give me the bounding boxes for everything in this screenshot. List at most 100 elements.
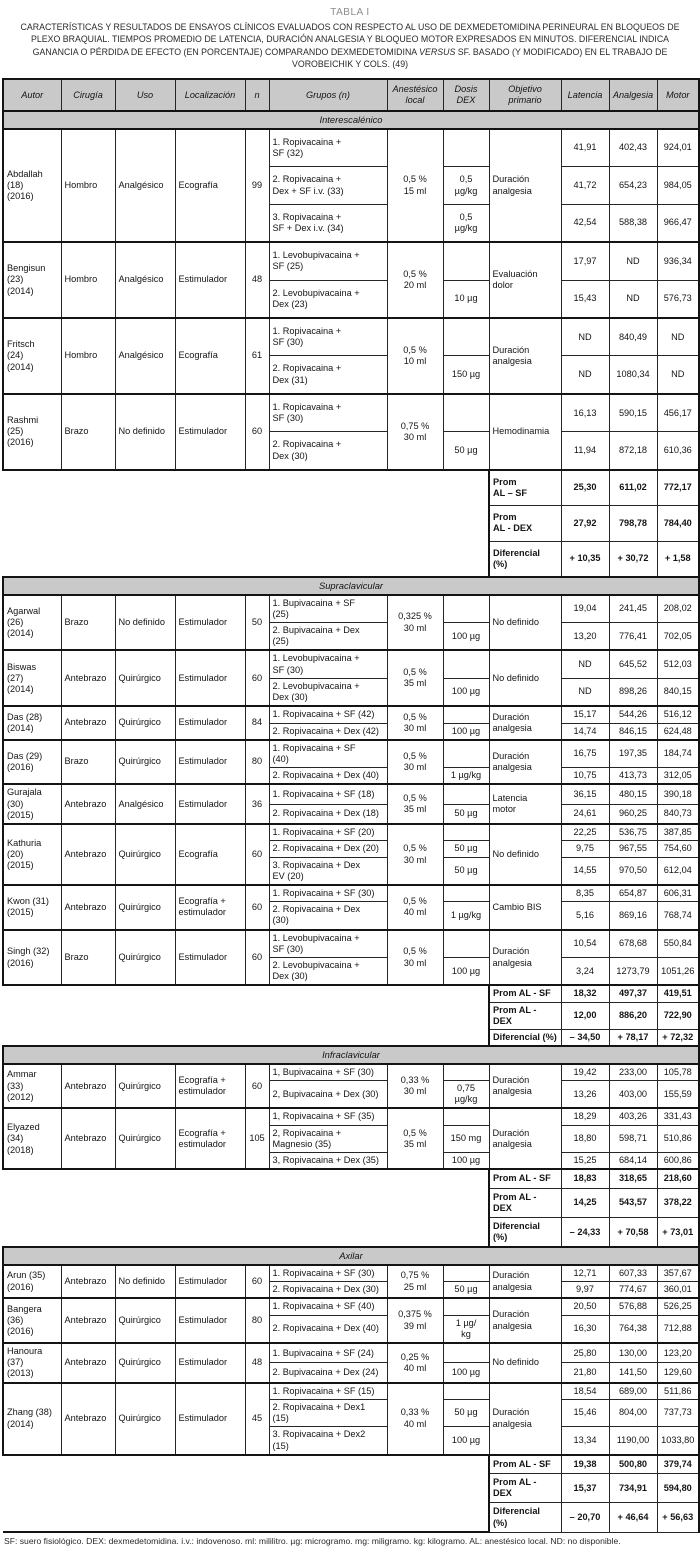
latency-value: 25,80 <box>560 1342 610 1364</box>
dex-dose <box>442 783 490 805</box>
study-group-row: 2. Ropivacaina + Dex (31) 150 µg ND 1080,34… <box>3 355 700 395</box>
study-author: Bangera (36) (2016) <box>2 1297 62 1344</box>
latency-value: 15,43 <box>560 279 610 319</box>
summary-latency: 25,30 <box>560 468 610 507</box>
section-header-0: Interescalénico <box>2 110 700 130</box>
dex-dose <box>442 883 490 903</box>
study-surgery: Antebrazo <box>60 1107 116 1170</box>
summary-spacer <box>3 984 489 1003</box>
study-surgery: Antebrazo <box>60 783 116 825</box>
primary-objective: Cambio BIS <box>488 883 562 931</box>
analgesia-value: 402,43 <box>608 127 658 168</box>
summary-analgesia: 318,65 <box>608 1168 658 1189</box>
analgesia-value: 413,73 <box>608 767 658 785</box>
study-group-row: Fritsch (24) (2014) Hombro Analgésico Ecogr… <box>2 317 700 395</box>
analgesia-value: 1273,79 <box>608 957 658 986</box>
summary-label: Prom AL - DEX <box>488 1472 562 1504</box>
study-group-row: 2. Levobupivacaina + Dex (23) 10 µg 15,43 N… <box>3 279 700 319</box>
latency-value: 22,25 <box>560 823 610 842</box>
study-n: 48 <box>244 1342 270 1384</box>
group-name: 1. Ropivacaina + SF (40) <box>268 1297 388 1316</box>
summary-spacer <box>3 505 489 542</box>
study-group-row: Gurajala (30) (2015) Antebrazo Analgésico E… <box>2 783 700 825</box>
dex-dose <box>442 1062 490 1082</box>
study-n: 105 <box>244 1107 270 1170</box>
motor-value: 924,01 <box>656 127 700 168</box>
primary-objective: Duración analgesia <box>488 1263 562 1299</box>
group-name: 2. Bupivacaina + Dex (24) <box>268 1362 388 1384</box>
dex-dose: 100 µg <box>442 677 490 707</box>
study-localization: Estimulador <box>174 783 246 825</box>
analgesia-value: 241,45 <box>608 593 658 623</box>
study-group-row: Arun (35) (2016) Antebrazo No definido Esti… <box>2 1263 700 1299</box>
motor-value: 840,73 <box>656 803 700 825</box>
study-localization: Estimulador <box>174 593 246 651</box>
analgesia-value: 130,00 <box>608 1342 658 1364</box>
section-header-row: Axilar <box>2 1246 700 1266</box>
footnote: SF: suero fisiológico. DEX: dexmedetomid… <box>4 1536 621 1547</box>
local-anesthetic: 0,5 % 30 ml <box>386 705 444 741</box>
column-header-3: Localización <box>174 77 246 113</box>
dex-dose <box>442 823 490 842</box>
latency-value: 19,42 <box>560 1062 610 1082</box>
column-header-4: n <box>244 77 270 113</box>
summary-row: Prom AL - SF 18,83 318,65 218,60 <box>3 1168 700 1189</box>
analgesia-value: 774,67 <box>608 1281 658 1299</box>
dex-dose: 100 µg <box>442 1426 490 1456</box>
section-header-2: Infraclavicular <box>2 1045 700 1065</box>
latency-value: 19,04 <box>560 593 610 623</box>
latency-value: 14,74 <box>560 722 610 741</box>
study-surgery: Antebrazo <box>60 1381 116 1456</box>
primary-objective: No definido <box>488 823 562 886</box>
analgesia-value: 645,52 <box>608 649 658 679</box>
column-header-6: Anestésico local <box>386 77 444 113</box>
analgesia-value: 764,38 <box>608 1314 658 1344</box>
column-header-8: Objetivo primario <box>488 77 562 113</box>
motor-value: 208,02 <box>656 593 700 623</box>
summary-analgesia: 497,37 <box>608 984 658 1003</box>
motor-value: 1033,80 <box>656 1426 700 1456</box>
table-caption: CARACTERÍSTICAS Y RESULTADOS DE ENSAYOS … <box>8 21 692 71</box>
summary-label: Prom AL - SF <box>488 1168 562 1189</box>
latency-value: 12,71 <box>560 1263 610 1283</box>
dex-dose: 10 µg <box>442 279 490 319</box>
study-author: Ammar (33) (2012) <box>2 1062 62 1109</box>
summary-latency: 18,32 <box>560 984 610 1003</box>
motor-value: 550,84 <box>656 928 700 959</box>
summary-motor: 218,60 <box>656 1168 700 1189</box>
dex-dose: 100 µg <box>442 1152 490 1170</box>
primary-objective: No definido <box>488 649 562 707</box>
motor-value: 840,15 <box>656 677 700 707</box>
group-name: 2. Ropivacaina + Dex (30) <box>268 1281 388 1299</box>
summary-label: Prom AL - DEX <box>488 505 562 542</box>
summary-motor: 594,80 <box>656 1472 700 1504</box>
primary-objective: No definido <box>488 593 562 651</box>
local-anesthetic: 0,325 % 30 ml <box>386 593 444 651</box>
summary-spacer <box>3 1168 489 1189</box>
caption-versus-italic: VERSUS <box>419 46 456 57</box>
study-group-row: Kathuria (20) (2015) Antebrazo Quirúrgico E… <box>2 823 700 886</box>
study-group-row: 2. Levobupivacaina + Dex (30) 100 µg ND 898… <box>3 677 700 707</box>
analgesia-value: 804,00 <box>608 1398 658 1428</box>
group-name: 1. Bupivacaina + SF (24) <box>268 1342 388 1364</box>
study-n: 80 <box>244 1297 270 1344</box>
study-use: Quirúrgico <box>114 1107 176 1170</box>
study-use: Quirúrgico <box>114 1381 176 1456</box>
summary-analgesia: + 78,17 <box>608 1029 658 1047</box>
motor-value: 510,86 <box>656 1124 700 1154</box>
summary-motor: + 56,63 <box>656 1502 700 1533</box>
summary-spacer <box>3 1453 489 1474</box>
study-localization: Ecografía + estimulador <box>174 883 246 931</box>
dex-dose: 100 µg <box>442 622 490 651</box>
group-name: 2. Ropivacaina + Dex (18) <box>268 803 388 825</box>
local-anesthetic: 0,5 % 35 ml <box>386 783 444 825</box>
primary-objective: Duración analgesia <box>488 928 562 986</box>
analgesia-value: 970,50 <box>608 856 658 886</box>
study-author: Kathuria (20) (2015) <box>2 823 62 886</box>
latency-value: 20,50 <box>560 1297 610 1316</box>
group-name: 1. Ropivacaina + SF (40) <box>268 738 388 769</box>
study-use: Quirúrgico <box>114 705 176 741</box>
study-author: Biswas (27) (2014) <box>2 649 62 707</box>
section-header-3: Axilar <box>2 1246 700 1266</box>
latency-value: 11,94 <box>560 431 610 471</box>
